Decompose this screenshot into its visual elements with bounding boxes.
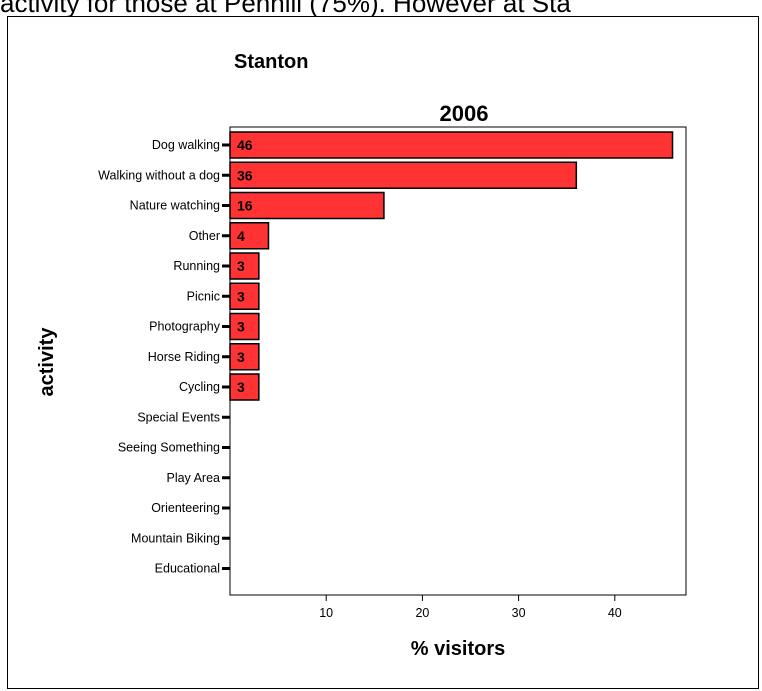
y-tick (222, 355, 230, 359)
bar (229, 191, 385, 220)
category-label: Educational (155, 562, 220, 576)
y-tick (222, 415, 230, 419)
bar (229, 312, 260, 341)
category-label: Picnic (187, 289, 220, 303)
bar (229, 343, 260, 371)
x-axis-ticks: 10 20 30 40 (319, 595, 622, 620)
chart-frame: Stanton 2006 Dog walking Walking without … (7, 16, 759, 689)
category-label: Walking without a dog (98, 168, 220, 182)
bar-value-label: 3 (237, 349, 245, 365)
y-tick (222, 506, 230, 510)
x-axis-title: % visitors (411, 638, 505, 660)
category-label: Horse Riding (148, 350, 220, 364)
bar-value-label: 3 (237, 288, 245, 304)
bar-value-label: 4 (237, 228, 245, 244)
bar-value-label: 3 (237, 379, 245, 395)
bars: 46 36 16 4 3 3 3 3 3 (229, 131, 674, 401)
y-tick (222, 536, 230, 540)
y-tick (222, 567, 230, 570)
y-tick (222, 204, 230, 207)
category-label: Cycling (179, 380, 220, 394)
y-axis-title: activity (36, 327, 58, 397)
y-axis-labels: Dog walking Walking without a dog Nature w… (98, 138, 230, 576)
category-label: Seeing Something (118, 441, 220, 455)
category-label: Dog walking (152, 138, 220, 152)
bar (229, 252, 260, 280)
category-label: Photography (149, 320, 221, 334)
bar-value-label: 36 (237, 167, 253, 183)
caption-fragment: activity for those at Penhill (75%). How… (0, 0, 571, 16)
y-tick (222, 294, 230, 298)
y-tick (222, 173, 230, 177)
bar (229, 222, 270, 250)
category-label: Play Area (166, 471, 220, 485)
bar-value-label: 46 (237, 137, 253, 153)
bar-value-label: 3 (237, 319, 245, 335)
bar-chart: Stanton 2006 Dog walking Walking without … (36, 51, 687, 660)
y-tick (222, 264, 230, 268)
bar (229, 131, 674, 159)
category-label: Nature watching (130, 199, 220, 213)
bar (229, 373, 260, 401)
y-tick (222, 476, 230, 480)
x-tick-label: 30 (512, 606, 526, 620)
bar (229, 161, 578, 189)
chart-subtitle: 2006 (440, 101, 489, 126)
y-tick (222, 325, 230, 328)
x-tick-label: 40 (608, 606, 622, 620)
category-label: Running (173, 259, 220, 273)
x-tick-label: 20 (415, 606, 429, 620)
y-tick (222, 385, 230, 389)
bar-value-label: 16 (237, 198, 253, 214)
category-label: Mountain Biking (131, 531, 220, 545)
category-label: Orienteering (151, 501, 220, 515)
bar-value-label: 3 (237, 258, 245, 274)
y-tick (222, 234, 230, 238)
category-label: Other (189, 229, 220, 243)
chart-title: Stanton (234, 51, 308, 73)
y-tick (222, 143, 230, 147)
y-tick (222, 446, 230, 449)
bar (229, 282, 260, 310)
category-label: Special Events (137, 410, 220, 424)
x-tick-label: 10 (319, 606, 333, 620)
